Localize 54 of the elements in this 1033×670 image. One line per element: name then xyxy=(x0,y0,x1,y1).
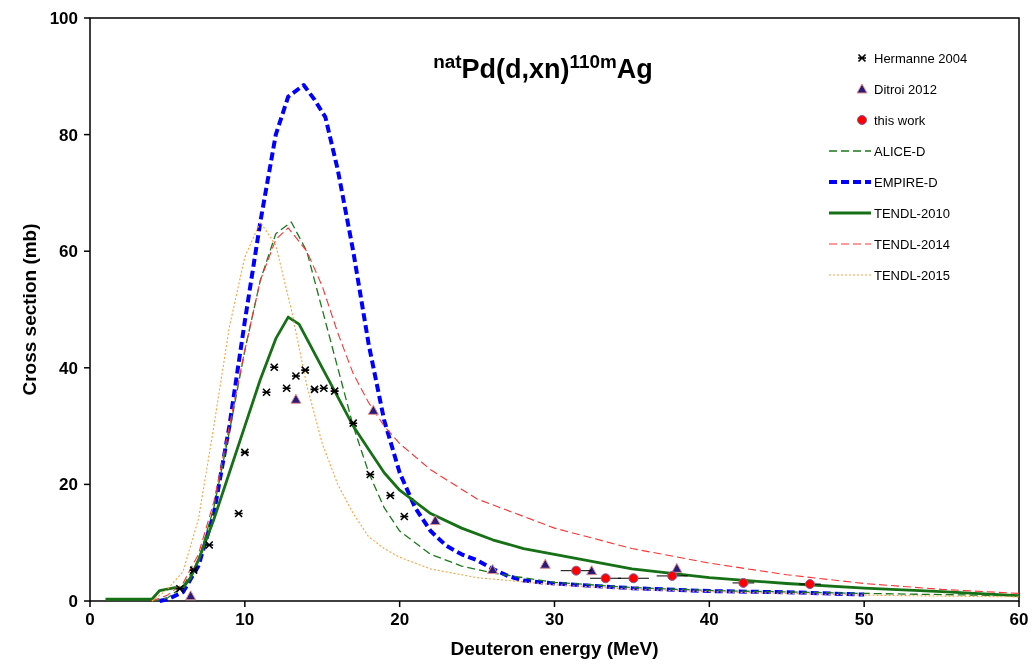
point xyxy=(571,565,582,576)
point xyxy=(348,418,359,428)
x-tick-label: 50 xyxy=(854,610,874,629)
point xyxy=(281,383,292,393)
x-tick-label: 30 xyxy=(545,610,564,629)
point xyxy=(671,562,683,573)
point xyxy=(175,584,185,594)
point xyxy=(487,564,499,575)
y-tick-label: 40 xyxy=(59,358,78,378)
legend-label: Hermanne 2004 xyxy=(874,50,968,66)
y-tick-label: 80 xyxy=(59,125,78,145)
point xyxy=(586,565,598,576)
point xyxy=(399,512,410,521)
legend-label: TENDL-2010 xyxy=(874,205,950,221)
y-axis-title: Cross section (mb) xyxy=(19,223,40,396)
point xyxy=(290,393,302,404)
point xyxy=(204,540,215,550)
point xyxy=(365,470,376,479)
y-tick-label: 100 xyxy=(49,9,78,28)
line-series xyxy=(157,83,867,603)
legend-label: this work xyxy=(874,112,926,128)
y-tick-label: 20 xyxy=(59,475,78,495)
x-tick-label: 40 xyxy=(699,610,719,629)
legend-label: Ditroi 2012 xyxy=(874,81,937,97)
point xyxy=(539,558,551,569)
point xyxy=(188,565,199,575)
legend-label: TENDL-2015 xyxy=(874,267,950,283)
point xyxy=(309,385,320,394)
x-tick-label: 60 xyxy=(1009,610,1029,629)
point xyxy=(804,579,815,590)
y-tick-label: 60 xyxy=(59,242,78,262)
point xyxy=(628,573,639,584)
point xyxy=(367,404,379,415)
x-tick-label: 20 xyxy=(390,610,410,629)
legend-label: TENDL-2014 xyxy=(874,236,950,252)
point xyxy=(738,577,749,588)
point xyxy=(291,371,301,381)
point xyxy=(667,570,678,581)
x-axis-title: Deuteron energy (MeV) xyxy=(450,638,659,659)
point xyxy=(429,515,441,526)
text: $^{nat}$Pd(d,xn)$^{110m}$Ag xyxy=(433,50,653,84)
point xyxy=(261,387,272,397)
point xyxy=(233,509,244,518)
point xyxy=(300,365,311,375)
point xyxy=(385,491,396,500)
x-tick-label: 0 xyxy=(85,610,95,629)
point xyxy=(185,590,197,601)
point xyxy=(240,448,250,457)
point xyxy=(269,362,280,372)
y-tick-label: 0 xyxy=(68,592,78,611)
point xyxy=(600,573,611,584)
x-tick-label: 10 xyxy=(235,610,255,629)
legend-label: ALICE-D xyxy=(874,143,926,159)
legend-label: EMPIRE-D xyxy=(874,174,938,190)
